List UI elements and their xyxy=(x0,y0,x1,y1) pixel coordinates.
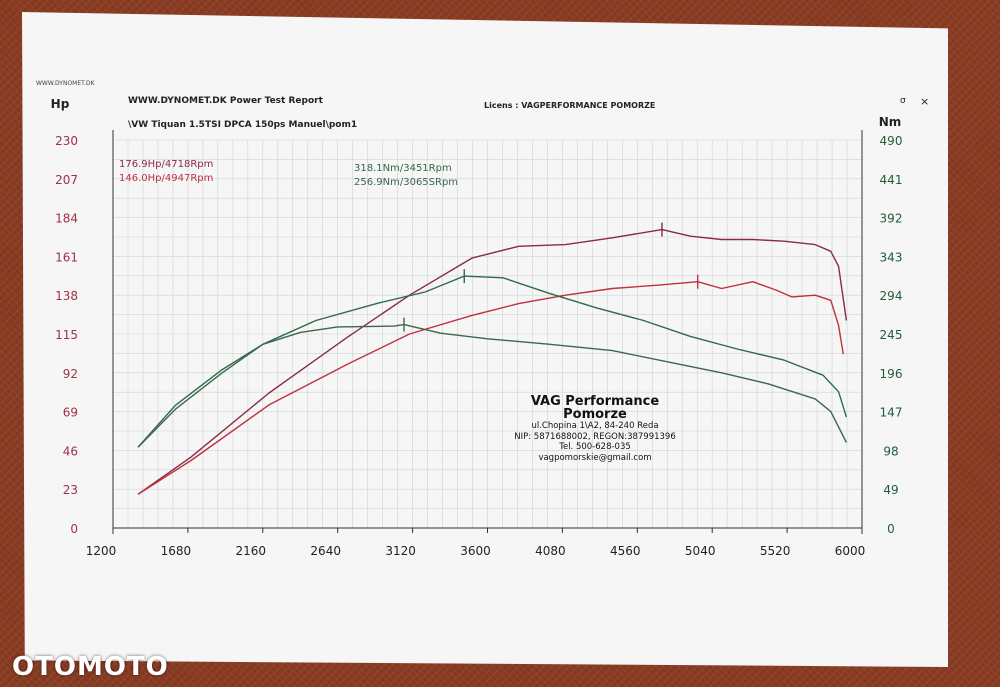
test-file-path: \VW Tiquan 1.5TSI DPCA 150ps Manuel\pom1 xyxy=(128,120,358,130)
stamp-address: ul.Chopina 1\A2, 84-240 Reda xyxy=(531,421,659,431)
left-tick-label: 46 xyxy=(63,444,78,458)
chart-series xyxy=(137,222,848,495)
curve-series-1 xyxy=(137,281,844,495)
otomoto-watermark: OTOMOTO xyxy=(12,652,169,682)
close-icon[interactable]: × xyxy=(920,95,930,108)
report-title: WWW.DYNOMET.DK Power Test Report xyxy=(128,96,323,106)
stamp-name-2: Pomorze xyxy=(563,407,627,422)
stamp-phone: Tel. 500-628-035 xyxy=(559,442,631,452)
left-tick-label: 0 xyxy=(70,522,78,536)
x-tick-label: 4080 xyxy=(535,544,566,558)
nm-peak-label: 318.1Nm/3451Rpm xyxy=(354,163,452,174)
chart-axes: 0 23 46 69 92 115 138 161 184 207 230 Hp 0 49 98 147 196… xyxy=(51,97,903,558)
x-tick-label: 1200 xyxy=(86,544,117,558)
right-tick-label: 294 xyxy=(880,289,903,303)
license-label: Licens : VAGPERFORMANCE POMORZE xyxy=(484,101,656,110)
hp-peak-label: 146.0Hp/4947Rpm xyxy=(119,173,213,184)
left-tick-label: 69 xyxy=(63,406,78,420)
right-tick-label: 490 xyxy=(880,134,903,148)
x-tick-label: 3600 xyxy=(460,544,491,558)
left-tick-label: 138 xyxy=(55,289,78,303)
left-tick-label: 184 xyxy=(55,212,78,226)
right-tick-label: 98 xyxy=(883,444,898,458)
right-tick-label: 245 xyxy=(880,328,903,342)
right-tick-label: 0 xyxy=(887,522,895,536)
right-tick-label: 392 xyxy=(880,212,903,226)
x-tick-label: 4560 xyxy=(610,544,641,558)
x-tick-label: 2640 xyxy=(310,544,341,558)
right-tick-label: 196 xyxy=(880,367,903,381)
left-tick-label: 161 xyxy=(55,250,78,264)
stamp-name: VAG Performance xyxy=(530,394,660,409)
left-tick-label: 207 xyxy=(55,173,78,187)
curve-series-0 xyxy=(137,228,848,495)
chart-labels: 176.9Hp/4718Rpm 146.0Hp/4947Rpm 318.1Nm/34… xyxy=(119,159,458,188)
nm-peak-label: 256.9Nm/3065SRpm xyxy=(354,177,458,188)
x-tick-label: 2160 xyxy=(236,544,267,558)
curve-series-3 xyxy=(137,323,848,448)
x-tick-label: 5040 xyxy=(685,544,716,558)
x-tick-label: 1680 xyxy=(161,544,192,558)
left-tick-label: 230 xyxy=(55,134,78,148)
left-tick-label: 23 xyxy=(63,483,78,497)
left-axis-title: Hp xyxy=(51,97,70,111)
right-tick-label: 441 xyxy=(880,173,903,187)
stamp-ids: NIP: 5871688002, REGON:387991396 xyxy=(514,431,676,442)
stamp-email: vagpomorskie@gmail.com xyxy=(538,452,652,463)
right-tick-label: 147 xyxy=(880,406,903,420)
right-tick-label: 49 xyxy=(883,483,898,497)
left-tick-label: 115 xyxy=(55,328,78,342)
dyno-report-sheet xyxy=(22,12,948,667)
x-tick-label: 6000 xyxy=(835,544,866,558)
right-axis-title: Nm xyxy=(879,115,902,129)
right-tick-label: 343 xyxy=(880,250,903,264)
dynomet-logo: WWW.DYNOMET.DK xyxy=(36,80,95,87)
workshop-stamp: VAG Performance Pomorze ul.Chopina 1\A2,… xyxy=(460,395,730,463)
x-tick-label: 3120 xyxy=(385,544,416,558)
x-tick-label: 5520 xyxy=(760,544,791,558)
restore-icon[interactable]: σ xyxy=(900,96,906,106)
chart-grid xyxy=(112,139,863,529)
left-tick-label: 92 xyxy=(63,367,78,381)
hp-peak-label: 176.9Hp/4718Rpm xyxy=(119,159,213,170)
